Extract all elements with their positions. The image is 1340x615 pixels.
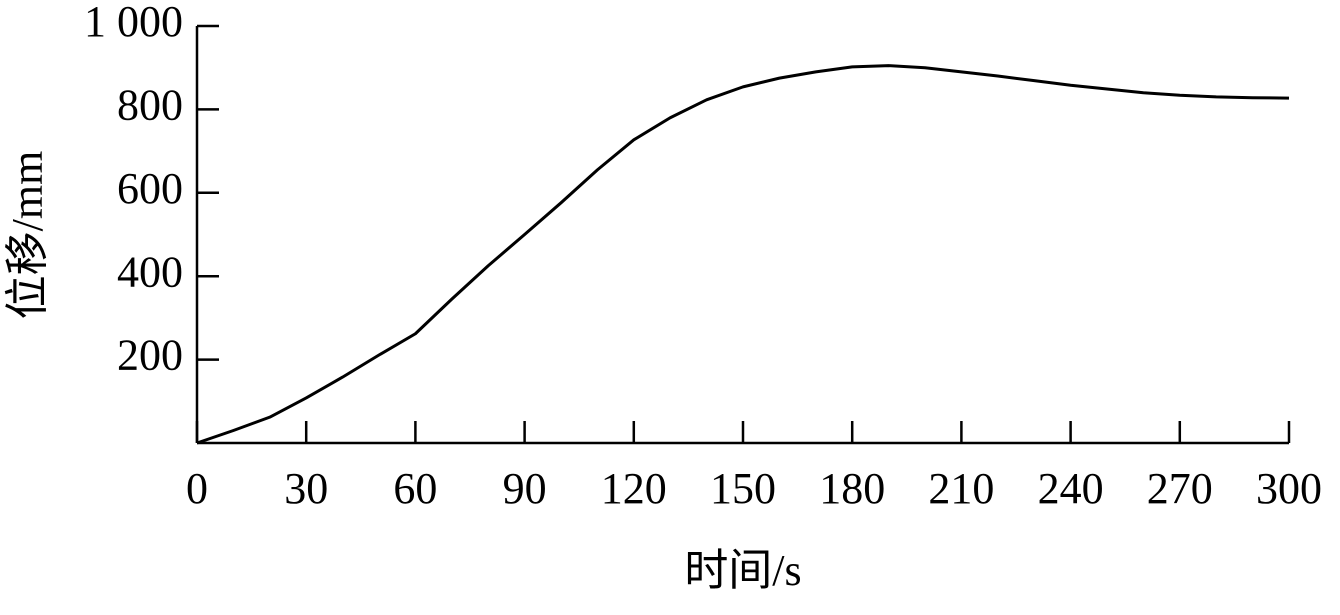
x-tick-label: 90 xyxy=(503,464,547,513)
x-tick-label: 60 xyxy=(393,464,437,513)
x-tick-label: 120 xyxy=(601,464,667,513)
y-tick-label: 200 xyxy=(117,331,183,380)
y-tick-label: 400 xyxy=(117,247,183,296)
x-tick-label: 210 xyxy=(928,464,994,513)
x-tick-label: 0 xyxy=(186,464,208,513)
y-tick-label: 1 000 xyxy=(84,0,183,46)
x-tick-label: 300 xyxy=(1256,464,1322,513)
x-tick-label: 30 xyxy=(284,464,328,513)
line xyxy=(196,64,1290,445)
y-tick-label: 600 xyxy=(117,164,183,213)
x-tick-label: 180 xyxy=(819,464,885,513)
y-axis-label: 位移/mm xyxy=(3,151,52,320)
x-tick-label: 240 xyxy=(1038,464,1104,513)
x-tick-label: 150 xyxy=(710,464,776,513)
x-axis-label: 时间/s xyxy=(684,546,801,595)
y-tick-label: 800 xyxy=(117,80,183,129)
x-tick-label: 270 xyxy=(1147,464,1213,513)
